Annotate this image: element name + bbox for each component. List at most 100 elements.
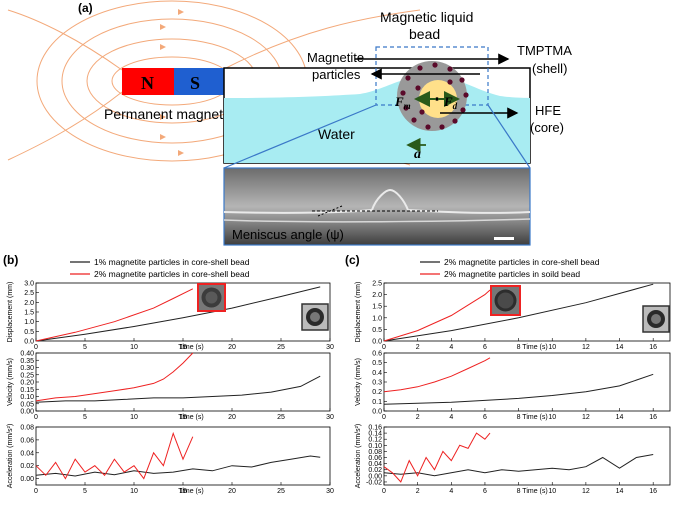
y-tick-label: 0.08 xyxy=(20,425,34,432)
magnet-s-label: S xyxy=(190,73,200,93)
x-tick-label: 10 xyxy=(548,344,556,351)
x-tick-label: 16 xyxy=(649,414,657,421)
chart-b-displacement: 0.0 0.5 1.0 1.5 2.0 2.5 3.0 0 5 10 15 20 25 30 Time (s… xyxy=(7,281,334,352)
plot-frame xyxy=(383,352,671,412)
y-tick-label: 0.3 xyxy=(372,380,382,387)
x-tick-label: 2 xyxy=(416,344,420,351)
y-tick-label: 0.10 xyxy=(368,443,382,450)
x-tick-label: 6 xyxy=(483,414,487,421)
x-tick-label: 20 xyxy=(228,344,236,351)
acceleration-label: a xyxy=(414,147,421,162)
x-tick-label: 20 xyxy=(228,414,236,421)
bead-label-line2: bead xyxy=(409,26,440,42)
x-tick-label: 2 xyxy=(416,414,420,421)
x-tick-label: 2 xyxy=(416,488,420,495)
series-line-red xyxy=(383,432,491,483)
x-tick-label: 15 xyxy=(179,344,187,351)
meniscus-label: Meniscus angle (ψ) xyxy=(232,227,344,242)
y-tick-label: 1.0 xyxy=(372,315,382,322)
legend-b-entry-black: 1% magnetite particles in core-shell bea… xyxy=(94,257,250,267)
x-axis-label: Time (s) xyxy=(178,488,203,495)
y-tick-label: 1.5 xyxy=(372,304,382,311)
y-tick-label: 2.0 xyxy=(372,292,382,299)
water-label: Water xyxy=(318,126,355,142)
core-label-line2: (core) xyxy=(530,120,564,135)
magnetite-label-line2: particles xyxy=(312,67,361,82)
x-tick-label: 16 xyxy=(649,488,657,495)
x-tick-label: 0 xyxy=(382,344,386,351)
x-tick-label: 12 xyxy=(582,344,590,351)
panel-a-label: (a) xyxy=(78,1,93,15)
x-tick-label: 0 xyxy=(34,414,38,421)
x-tick-label: 5 xyxy=(83,488,87,495)
y-tick-label: 0.16 xyxy=(368,425,382,432)
y-tick-label: 0.12 xyxy=(368,437,382,444)
series-line-black xyxy=(383,283,654,342)
x-tick-label: 8 xyxy=(517,344,521,351)
x-tick-label: 25 xyxy=(277,414,285,421)
x-tick-label: 30 xyxy=(326,488,334,495)
magnetite-label-line1: Magnetite xyxy=(307,50,364,65)
y-tick-label: 2.5 xyxy=(24,290,34,297)
series-line-black xyxy=(383,454,654,477)
zoom-connector-right xyxy=(487,104,531,169)
fd-label: Fd xyxy=(443,94,458,111)
shell-label-line2: (shell) xyxy=(532,61,567,76)
y-tick-label: 0.04 xyxy=(368,461,382,468)
x-tick-label: 6 xyxy=(483,488,487,495)
magnet-n-label: N xyxy=(141,73,154,93)
y-tick-label: 0.35 xyxy=(20,358,34,365)
y-axis-label: Displacement (mm) xyxy=(355,282,362,343)
x-tick-label: 14 xyxy=(616,414,624,421)
x-tick-label: 10 xyxy=(548,488,556,495)
y-tick-label: 0.1 xyxy=(372,399,382,406)
x-tick-label: 16 xyxy=(649,344,657,351)
series-line-black xyxy=(35,455,321,477)
x-tick-label: 4 xyxy=(449,414,453,421)
y-tick-label: 2.5 xyxy=(372,281,382,288)
x-tick-label: 0 xyxy=(382,488,386,495)
legend-b: 1% magnetite particles in core-shell bea… xyxy=(70,257,250,279)
y-tick-label: 0.25 xyxy=(20,372,34,379)
y-tick-label: 1.5 xyxy=(24,310,34,317)
x-tick-label: 14 xyxy=(616,344,624,351)
series-line-black xyxy=(35,375,321,403)
series-line-black xyxy=(383,373,654,405)
x-axis-label: Time (s) xyxy=(178,344,203,351)
x-tick-label: 10 xyxy=(548,414,556,421)
y-tick-label: 0.06 xyxy=(20,437,34,444)
x-tick-label: 25 xyxy=(277,488,285,495)
y-tick-label: 0.10 xyxy=(20,394,34,401)
x-tick-label: 30 xyxy=(326,344,334,351)
meniscus-photo: Meniscus angle (ψ) xyxy=(223,167,531,246)
y-tick-label: 0.15 xyxy=(20,387,34,394)
x-tick-label: 10 xyxy=(130,344,138,351)
panel-b-label: (b) xyxy=(3,253,18,267)
y-tick-label: 3.0 xyxy=(24,281,34,288)
chart-c-displacement: 0.0 0.5 1.0 1.5 2.0 2.5 0 2 4 6 8 10 12 14 16 Time (s) D… xyxy=(355,281,671,351)
y-tick-label: 0.30 xyxy=(20,365,34,372)
y-tick-label: 2.0 xyxy=(24,300,34,307)
x-tick-label: 15 xyxy=(179,414,187,421)
plot-frame xyxy=(35,426,331,486)
plot-frame xyxy=(35,282,331,342)
y-axis-label: Velocity (mm/s) xyxy=(7,358,14,406)
y-axis-label: Acceleration (mm/s²) xyxy=(355,424,362,489)
shell-label-line1: TMPTMA xyxy=(517,43,572,58)
y-tick-label: 0.4 xyxy=(372,370,382,377)
y-tick-label: 0.5 xyxy=(372,360,382,367)
chart-c-acceleration: -0.020.000.020.040.060.080.100.120.140.1… xyxy=(355,424,671,495)
y-tick-label: 0.6 xyxy=(372,351,382,358)
x-axis-label: Time (s) xyxy=(522,414,547,421)
inset-b-black-bead xyxy=(301,303,329,331)
legend-c-entry-red: 2% magnetite particles in soild bead xyxy=(444,269,580,279)
x-tick-label: 0 xyxy=(382,414,386,421)
x-tick-label: 5 xyxy=(83,344,87,351)
y-tick-label: 0.2 xyxy=(372,389,382,396)
inset-b-red-bead xyxy=(197,283,226,312)
series-line-red xyxy=(383,289,491,342)
y-tick-label: 0.00 xyxy=(20,476,34,483)
y-tick-label: 0.5 xyxy=(24,329,34,336)
y-tick-label: 0.02 xyxy=(20,463,34,470)
magnet-south-pole xyxy=(174,68,224,95)
